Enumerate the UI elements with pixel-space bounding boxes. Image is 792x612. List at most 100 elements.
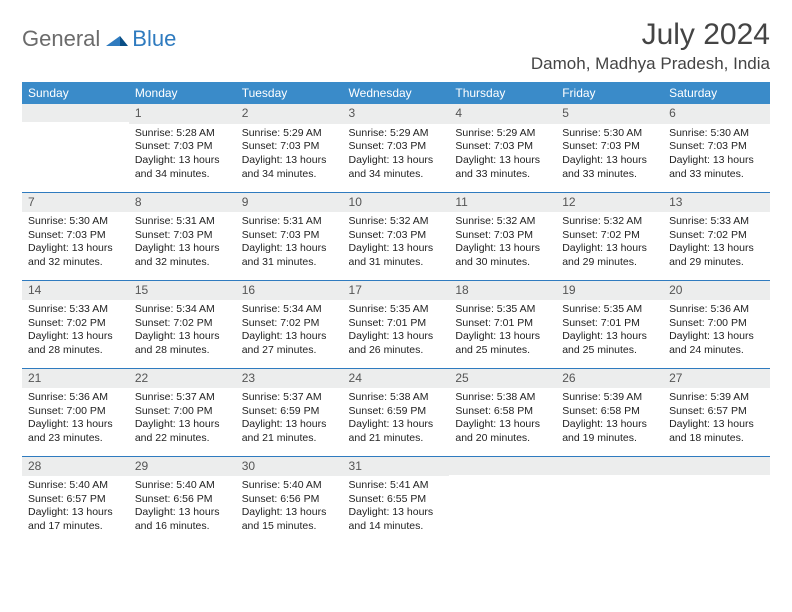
calendar-week-row: 21Sunrise: 5:36 AMSunset: 7:00 PMDayligh… (22, 368, 770, 456)
day-detail-line: Sunset: 6:58 PM (455, 405, 550, 419)
day-detail-line: Daylight: 13 hours (242, 506, 337, 520)
day-number (556, 457, 663, 475)
day-details: Sunrise: 5:35 AMSunset: 7:01 PMDaylight:… (556, 300, 663, 362)
weekday-tuesday: Tuesday (236, 82, 343, 104)
day-detail-line: Sunrise: 5:29 AM (455, 127, 550, 141)
day-detail-line: Sunset: 7:03 PM (242, 140, 337, 154)
day-details: Sunrise: 5:39 AMSunset: 6:57 PMDaylight:… (663, 388, 770, 450)
day-details: Sunrise: 5:36 AMSunset: 7:00 PMDaylight:… (22, 388, 129, 450)
day-detail-line: Sunrise: 5:38 AM (349, 391, 444, 405)
day-detail-line: and 34 minutes. (349, 168, 444, 182)
day-detail-line: and 21 minutes. (349, 432, 444, 446)
day-details: Sunrise: 5:35 AMSunset: 7:01 PMDaylight:… (343, 300, 450, 362)
day-details: Sunrise: 5:30 AMSunset: 7:03 PMDaylight:… (556, 124, 663, 186)
day-number: 7 (22, 193, 129, 213)
day-detail-line: and 32 minutes. (135, 256, 230, 270)
day-details: Sunrise: 5:31 AMSunset: 7:03 PMDaylight:… (236, 212, 343, 274)
calendar-cell: 24Sunrise: 5:38 AMSunset: 6:59 PMDayligh… (343, 368, 450, 456)
day-number: 3 (343, 104, 450, 124)
day-detail-line: and 27 minutes. (242, 344, 337, 358)
calendar-cell (22, 104, 129, 192)
day-detail-line: Daylight: 13 hours (455, 330, 550, 344)
day-details: Sunrise: 5:32 AMSunset: 7:03 PMDaylight:… (343, 212, 450, 274)
day-details: Sunrise: 5:38 AMSunset: 6:58 PMDaylight:… (449, 388, 556, 450)
day-number: 19 (556, 281, 663, 301)
calendar-table: Sunday Monday Tuesday Wednesday Thursday… (22, 82, 770, 544)
day-number (449, 457, 556, 475)
day-detail-line: Daylight: 13 hours (562, 154, 657, 168)
day-detail-line: Daylight: 13 hours (28, 418, 123, 432)
day-detail-line: Sunrise: 5:30 AM (28, 215, 123, 229)
day-detail-line: Sunset: 7:02 PM (135, 317, 230, 331)
day-detail-line: and 26 minutes. (349, 344, 444, 358)
day-details: Sunrise: 5:31 AMSunset: 7:03 PMDaylight:… (129, 212, 236, 274)
day-detail-line: Daylight: 13 hours (349, 418, 444, 432)
day-detail-line: Sunset: 7:00 PM (28, 405, 123, 419)
day-number: 5 (556, 104, 663, 124)
day-detail-line: and 25 minutes. (562, 344, 657, 358)
day-detail-line: Daylight: 13 hours (562, 242, 657, 256)
calendar-cell (663, 456, 770, 544)
day-detail-line: Sunrise: 5:29 AM (242, 127, 337, 141)
day-detail-line: Sunrise: 5:28 AM (135, 127, 230, 141)
day-number: 14 (22, 281, 129, 301)
day-detail-line: Sunset: 7:01 PM (349, 317, 444, 331)
day-detail-line: Sunset: 6:57 PM (28, 493, 123, 507)
day-detail-line: Sunrise: 5:31 AM (242, 215, 337, 229)
day-details: Sunrise: 5:35 AMSunset: 7:01 PMDaylight:… (449, 300, 556, 362)
day-detail-line: Sunrise: 5:35 AM (562, 303, 657, 317)
day-detail-line: Sunset: 6:57 PM (669, 405, 764, 419)
day-detail-line: and 16 minutes. (135, 520, 230, 534)
day-detail-line: and 31 minutes. (242, 256, 337, 270)
day-detail-line: and 28 minutes. (135, 344, 230, 358)
day-detail-line: Daylight: 13 hours (562, 418, 657, 432)
calendar-cell: 11Sunrise: 5:32 AMSunset: 7:03 PMDayligh… (449, 192, 556, 280)
logo-text-general: General (22, 26, 100, 52)
day-detail-line: and 33 minutes. (562, 168, 657, 182)
day-detail-line: Sunrise: 5:30 AM (562, 127, 657, 141)
day-details: Sunrise: 5:28 AMSunset: 7:03 PMDaylight:… (129, 124, 236, 186)
day-detail-line: Sunrise: 5:37 AM (242, 391, 337, 405)
day-detail-line: Sunrise: 5:31 AM (135, 215, 230, 229)
calendar-cell: 22Sunrise: 5:37 AMSunset: 7:00 PMDayligh… (129, 368, 236, 456)
day-detail-line: Sunrise: 5:33 AM (28, 303, 123, 317)
day-detail-line: Sunrise: 5:39 AM (669, 391, 764, 405)
day-detail-line: Sunset: 7:01 PM (455, 317, 550, 331)
calendar-week-row: 14 Sunrise: 5:33 AM Sunset: 7:02 PM Dayligh… (22, 280, 770, 368)
calendar-cell: 3Sunrise: 5:29 AMSunset: 7:03 PMDaylight… (343, 104, 450, 192)
calendar-cell: 23Sunrise: 5:37 AMSunset: 6:59 PMDayligh… (236, 368, 343, 456)
calendar-week-row: 28Sunrise: 5:40 AMSunset: 6:57 PMDayligh… (22, 456, 770, 544)
day-number: 27 (663, 369, 770, 389)
day-detail-line: and 14 minutes. (349, 520, 444, 534)
day-details: Sunrise: 5:41 AMSunset: 6:55 PMDaylight:… (343, 476, 450, 538)
day-detail-line: Daylight: 13 hours (669, 330, 764, 344)
day-detail-line: Daylight: 13 hours (455, 154, 550, 168)
header: General Blue July 2024 Damoh, Madhya Pra… (22, 18, 770, 74)
calendar-cell: 16Sunrise: 5:34 AMSunset: 7:02 PMDayligh… (236, 280, 343, 368)
day-details: Sunrise: 5:40 AMSunset: 6:57 PMDaylight:… (22, 476, 129, 538)
day-detail-line: and 31 minutes. (349, 256, 444, 270)
day-details: Sunrise: 5:32 AMSunset: 7:03 PMDaylight:… (449, 212, 556, 274)
location-subtitle: Damoh, Madhya Pradesh, India (531, 54, 770, 74)
calendar-cell: 12Sunrise: 5:32 AMSunset: 7:02 PMDayligh… (556, 192, 663, 280)
day-detail-line: Sunset: 6:58 PM (562, 405, 657, 419)
day-detail-line: Sunset: 7:03 PM (135, 229, 230, 243)
day-detail-line: Sunrise: 5:41 AM (349, 479, 444, 493)
calendar-cell: 6Sunrise: 5:30 AMSunset: 7:03 PMDaylight… (663, 104, 770, 192)
day-detail-line: Daylight: 13 hours (28, 330, 123, 344)
calendar-cell: 7Sunrise: 5:30 AMSunset: 7:03 PMDaylight… (22, 192, 129, 280)
day-detail-line: Sunrise: 5:32 AM (562, 215, 657, 229)
day-detail-line: and 21 minutes. (242, 432, 337, 446)
day-detail-line: Sunrise: 5:30 AM (669, 127, 764, 141)
calendar-week-row: 1Sunrise: 5:28 AMSunset: 7:03 PMDaylight… (22, 104, 770, 192)
day-detail-line: Sunset: 7:03 PM (669, 140, 764, 154)
day-detail-line: and 32 minutes. (28, 256, 123, 270)
day-details: Sunrise: 5:34 AMSunset: 7:02 PMDaylight:… (236, 300, 343, 362)
day-detail-line: Sunset: 7:03 PM (455, 229, 550, 243)
weekday-saturday: Saturday (663, 82, 770, 104)
day-number: 24 (343, 369, 450, 389)
day-details: Sunrise: 5:30 AMSunset: 7:03 PMDaylight:… (663, 124, 770, 186)
day-number: 29 (129, 457, 236, 477)
weekday-sunday: Sunday (22, 82, 129, 104)
day-detail-line: Sunrise: 5:40 AM (135, 479, 230, 493)
